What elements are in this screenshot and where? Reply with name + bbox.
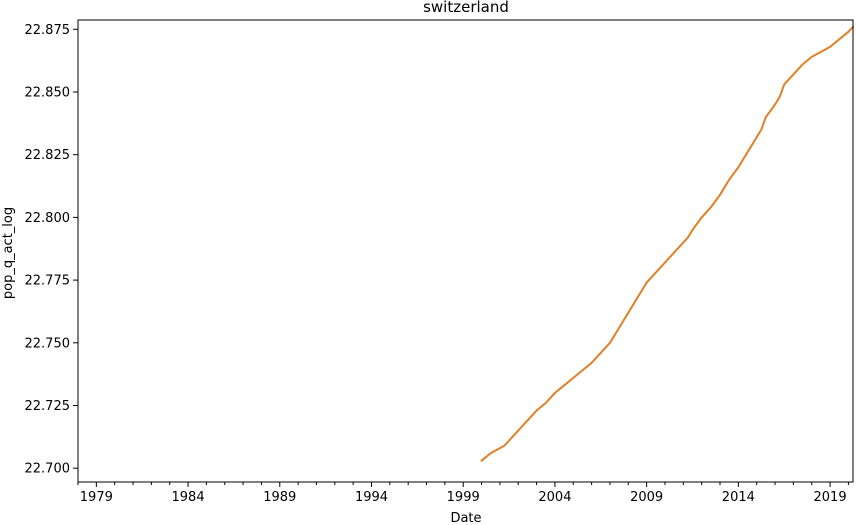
y-tick-label: 22.800 <box>25 211 71 226</box>
x-tick-label: 2019 <box>814 490 847 505</box>
y-tick-label: 22.850 <box>25 85 71 100</box>
x-tick-label: 1984 <box>172 490 205 505</box>
y-tick-label: 22.775 <box>25 274 71 289</box>
y-axis-label: pop_q_act_log <box>1 207 16 299</box>
x-tick-label: 1989 <box>263 490 296 505</box>
x-tick-label: 1979 <box>80 490 113 505</box>
y-tick-label: 22.825 <box>25 148 71 163</box>
plot-area <box>480 25 854 462</box>
x-tick-label: 2009 <box>630 490 663 505</box>
x-tick-label: 2004 <box>538 490 571 505</box>
y-tick-label: 22.875 <box>25 23 71 38</box>
series-line <box>480 25 854 462</box>
y-tick-label: 22.725 <box>25 399 71 414</box>
y-tick-label: 22.700 <box>25 462 71 477</box>
x-tick-label: 1994 <box>355 490 388 505</box>
x-axis-ticks: 1979 1984 1989 1994 1999 2004 2009 2014 2019 <box>77 482 849 505</box>
x-tick-label: 2014 <box>722 490 755 505</box>
x-axis-label: Date <box>450 511 481 525</box>
y-axis-ticks: 22.700 22.725 22.750 22.775 22.800 22.825 22.8… <box>25 23 78 477</box>
x-tick-label: 1999 <box>447 490 480 505</box>
chart-title: switzerland <box>423 0 509 16</box>
plot-frame <box>77 19 854 483</box>
y-tick-label: 22.750 <box>25 336 71 351</box>
